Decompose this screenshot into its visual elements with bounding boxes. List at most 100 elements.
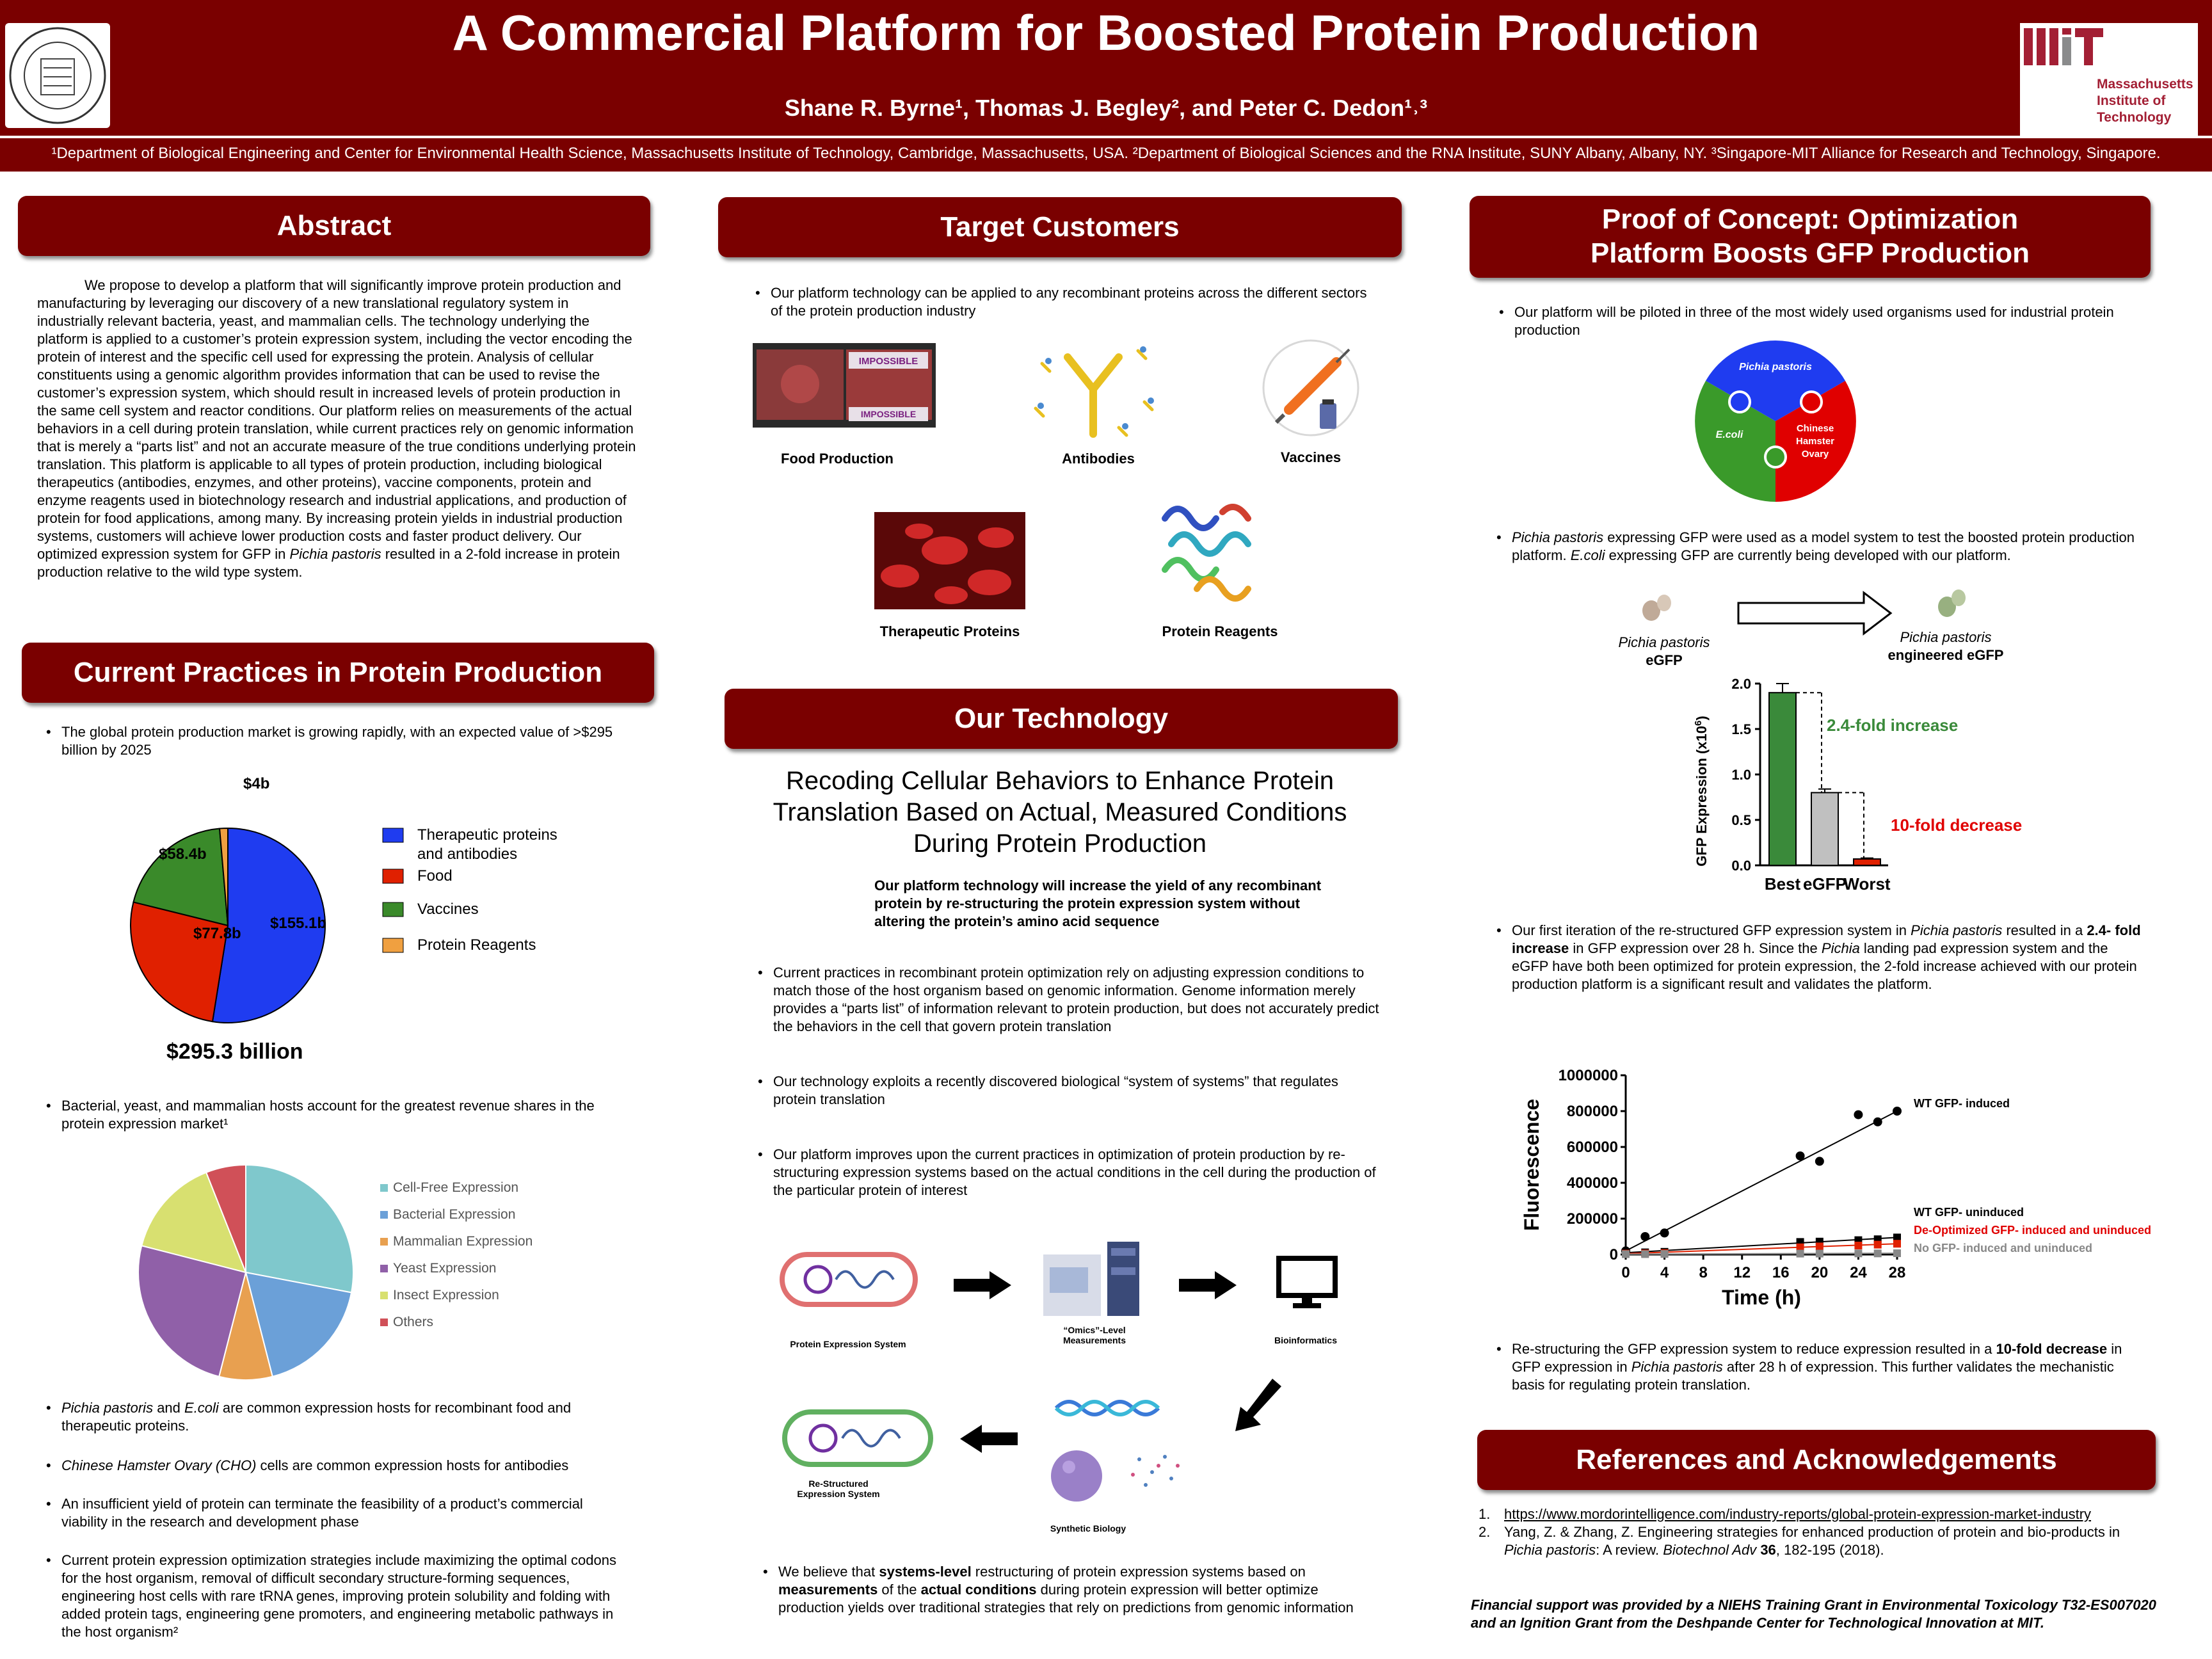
pie2-slice-3 bbox=[138, 1245, 247, 1377]
line-legend-label-1: WT GFP- uninduced bbox=[1914, 1206, 2024, 1219]
mit-name-line-3: Technology bbox=[2097, 110, 2172, 125]
funding-statement: Financial support was provided by a NIEH… bbox=[1471, 1597, 2156, 1631]
line-y-tick-label-4: 800000 bbox=[1567, 1103, 1618, 1120]
vaccines-label: Vaccines bbox=[1280, 449, 1342, 465]
increase-annotation: 2.4-fold increase bbox=[1827, 716, 1958, 735]
pie1-legend-swatch-0 bbox=[382, 828, 404, 843]
line-point-3-4 bbox=[1815, 1249, 1823, 1258]
line-y-tick-label-5: 1000000 bbox=[1559, 1067, 1618, 1084]
abstract-heading: Abstract bbox=[18, 196, 650, 256]
line-point-3-7 bbox=[1893, 1249, 1901, 1258]
right-organism-label: Pichia pastoris engineered eGFP bbox=[1887, 629, 2004, 663]
bar-0 bbox=[1768, 692, 1797, 866]
pie2-slice-1 bbox=[244, 1271, 353, 1377]
line-point-2-3 bbox=[1796, 1243, 1804, 1251]
line-point-1-7 bbox=[1893, 1233, 1901, 1242]
pie1-legend-label-2: Vaccines bbox=[417, 901, 479, 918]
pie1-legend-swatch-2 bbox=[382, 902, 404, 917]
line-point-3-0 bbox=[1622, 1250, 1630, 1258]
line-point-2-6 bbox=[1873, 1240, 1882, 1249]
bioinformatics-label: Bioinformatics bbox=[1274, 1335, 1337, 1345]
technology-bold-statement: Our platform technology will increase th… bbox=[874, 878, 1322, 929]
puzzle-cho-label-1: Chinese bbox=[1797, 423, 1834, 434]
line-point-2-7 bbox=[1893, 1240, 1901, 1248]
antibodies-label: Antibodies bbox=[1062, 451, 1135, 467]
line-point-0-5 bbox=[1854, 1110, 1863, 1119]
omics-label: “Omics”-Level Measurements bbox=[1062, 1325, 1126, 1345]
reference-2: 2. Yang, Z. & Zhang, Z. Engineering strat… bbox=[1479, 1524, 2120, 1558]
current-bullet-1: The global protein production market is … bbox=[42, 723, 631, 759]
puzzle-cho-label-3: Ovary bbox=[1802, 449, 1829, 460]
mit-name-line-1: Massachusetts bbox=[2097, 77, 2193, 92]
pichia-engineered-cell-icon bbox=[1933, 585, 1971, 621]
pichia-egfp-cell-icon bbox=[1639, 589, 1677, 625]
bar-y-tick-label-2: 1.0 bbox=[1731, 767, 1751, 783]
fluorescence-time-line-chart: 0 200000 400000 600000 800000 1000000 0 4 8 12 16 2… bbox=[1520, 1067, 2151, 1309]
decrease-annotation: 10-fold decrease bbox=[1891, 815, 2022, 835]
line-x-axis-label: Time (h) bbox=[1722, 1286, 1801, 1309]
proof-bullet-4: Re-structuring the GFP expression system… bbox=[1493, 1340, 2145, 1394]
reference-1: 1. https://www.mordorintelligence.com/ind… bbox=[1479, 1506, 2092, 1522]
bar-category-label-1: eGFP bbox=[1803, 874, 1847, 894]
impossible-label-2: IMPOSSIBLE bbox=[861, 409, 916, 419]
bar-2 bbox=[1853, 858, 1881, 866]
line-point-3-1 bbox=[1641, 1250, 1649, 1258]
pie1-slice-3 bbox=[218, 827, 228, 926]
pie1-slice-1 bbox=[130, 901, 229, 1023]
line-point-3-2 bbox=[1660, 1250, 1669, 1258]
food-production-image: IMPOSSIBLE IMPOSSIBLE bbox=[753, 343, 936, 428]
food-production-label: Food Production bbox=[781, 451, 894, 467]
pie1-legend-label-0: Therapeutic proteins bbox=[417, 826, 557, 844]
affiliations: ¹Department of Biological Engineering an… bbox=[51, 145, 2161, 162]
current-bullet-2: Bacterial, yeast, and mammalian hosts ac… bbox=[42, 1097, 631, 1133]
mit-logo: Massachusetts Institute of Technology bbox=[2020, 23, 2198, 137]
pie1-value-label-2: $58.4b bbox=[159, 846, 207, 863]
technology-bullet-3: Our platform improves upon the current p… bbox=[754, 1146, 1381, 1199]
pie2-legend-label-0: Cell-Free Expression bbox=[393, 1180, 518, 1195]
pie1-value-label-1: $77.8b bbox=[193, 925, 241, 942]
bar-category-label-2: Worst bbox=[1843, 874, 1891, 894]
current-bullet-4: Chinese Hamster Ovary (CHO) cells are co… bbox=[42, 1457, 631, 1475]
author-list: Shane R. Byrne¹, Thomas J. Begley², and … bbox=[784, 95, 1428, 121]
line-point-0-6 bbox=[1873, 1117, 1882, 1126]
current-bullet-6: Current protein expression optimization … bbox=[42, 1551, 631, 1641]
line-legend-label-0: WT GFP- induced bbox=[1914, 1097, 2010, 1110]
line-series-fit-2 bbox=[1625, 1243, 1898, 1254]
line-y-tick-label-3: 600000 bbox=[1567, 1139, 1618, 1156]
line-x-tick-label-5: 20 bbox=[1811, 1264, 1829, 1281]
gfp-expression-bar-chart: GFP Expression (x106) 2.4-fold increase … bbox=[1693, 676, 2023, 894]
line-legend-label-2: De-Optimized GFP- induced and uninduced bbox=[1914, 1224, 2151, 1237]
pie1-legend-label-3: Protein Reagents bbox=[417, 936, 536, 954]
current-practices-heading: Current Practices in Protein Production bbox=[22, 643, 654, 703]
proof-of-concept-heading: Proof of Concept: Optimization Platform B… bbox=[1470, 196, 2151, 278]
line-point-0-7 bbox=[1893, 1107, 1902, 1116]
bar-y-axis-label: GFP Expression (x106) bbox=[1693, 716, 1710, 866]
flow-arrow-right-1 bbox=[954, 1271, 1011, 1299]
pie2-legend-swatch-5 bbox=[380, 1318, 388, 1326]
current-bullet-5: An insufficient yield of protein can ter… bbox=[42, 1495, 631, 1531]
mit-seal-logo bbox=[5, 23, 110, 128]
pie1-slice-0 bbox=[211, 827, 326, 1023]
references-heading: References and Acknowledgements bbox=[1477, 1430, 2156, 1490]
therapeutic-proteins-image bbox=[874, 512, 1025, 609]
line-series-fit-0 bbox=[1625, 1110, 1898, 1252]
left-organism-label: Pichia pastoris eGFP bbox=[1618, 634, 1710, 668]
mit-name-line-2: Institute of bbox=[2097, 93, 2166, 108]
line-point-3-3 bbox=[1796, 1249, 1804, 1258]
line-x-tick-label-7: 28 bbox=[1889, 1264, 1906, 1281]
line-point-0-1 bbox=[1640, 1232, 1650, 1241]
pie2-legend-swatch-3 bbox=[380, 1265, 388, 1272]
poster-title: A Commercial Platform for Boosted Protei… bbox=[452, 4, 1760, 61]
computer-monitor-icon bbox=[1276, 1256, 1338, 1310]
pie1-legend-label-1: Food bbox=[417, 867, 453, 885]
expression-market-pie-chart: Cell-Free Expression Bacterial Expression… bbox=[138, 1164, 533, 1381]
line-legend-label-3: No GFP- induced and uninduced bbox=[1914, 1242, 2092, 1254]
pie2-slice-4 bbox=[141, 1171, 247, 1274]
puzzle-cho-label-2: Hamster bbox=[1796, 436, 1834, 447]
pie2-slice-0 bbox=[245, 1164, 354, 1294]
line-series-fit-3 bbox=[1625, 1253, 1898, 1255]
reference-1-link[interactable]: https://www.mordorintelligence.com/indus… bbox=[1504, 1506, 2092, 1522]
line-point-2-4 bbox=[1815, 1242, 1823, 1251]
bar-y-tick-label-3: 1.5 bbox=[1731, 721, 1751, 737]
pie1-legend-swatch-3 bbox=[382, 938, 404, 953]
